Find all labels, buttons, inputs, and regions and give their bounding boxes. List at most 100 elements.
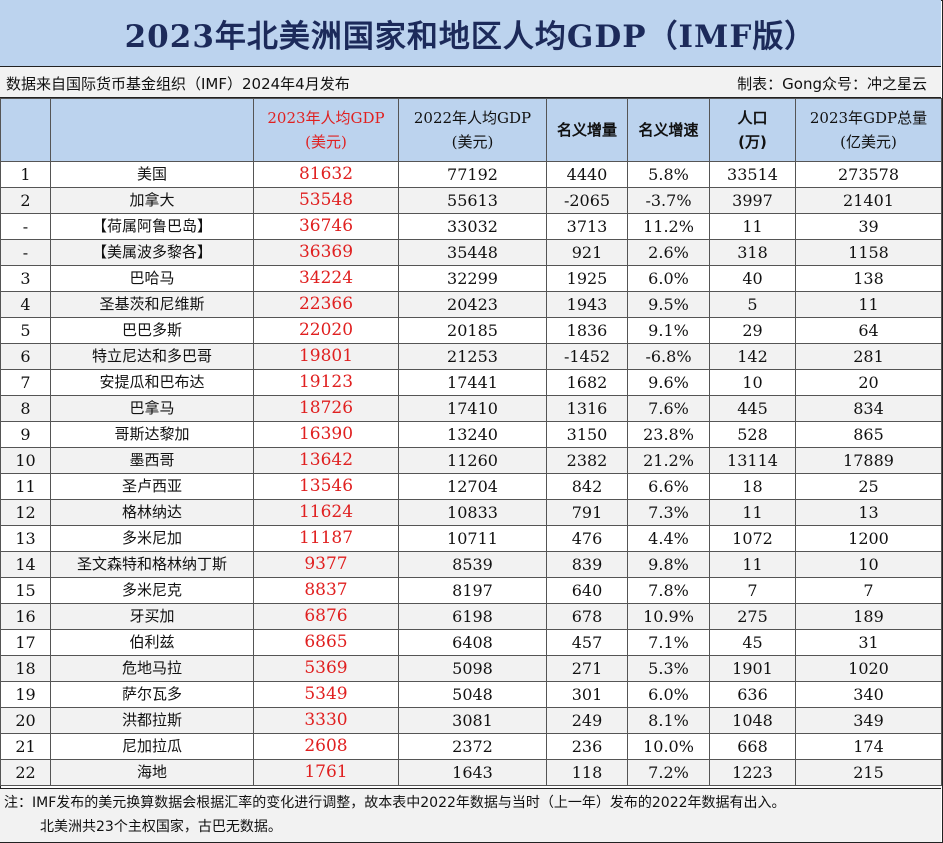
- table-row: 18 危地马拉 5369 5098 271 5.3% 1901 1020: [0, 655, 942, 682]
- cell-nominal-rate: 7.6%: [627, 395, 710, 422]
- cell-rank: -: [0, 239, 51, 266]
- cell-pc2022: 17410: [398, 395, 547, 422]
- cell-country: 巴哈马: [50, 265, 254, 292]
- cell-pc2022: 8197: [398, 577, 547, 604]
- cell-pc2022: 77192: [398, 161, 547, 188]
- cell-population: 10: [709, 369, 796, 396]
- table-row: 8 巴拿马 18726 17410 1316 7.6% 445 834: [0, 395, 942, 422]
- cell-pc2022: 12704: [398, 473, 547, 500]
- cell-country: 尼加拉瓜: [50, 733, 254, 760]
- table-row: 15 多米尼克 8837 8197 640 7.8% 7 7: [0, 577, 942, 604]
- cell-gdp-total: 349: [795, 707, 942, 734]
- cell-gdp-total: 834: [795, 395, 942, 422]
- table-row: 4 圣基茨和尼维斯 22366 20423 1943 9.5% 5 11: [0, 291, 942, 318]
- cell-population: 7: [709, 577, 796, 604]
- cell-country: 巴巴多斯: [50, 317, 254, 344]
- cell-pc2022: 5048: [398, 681, 547, 708]
- cell-population: 528: [709, 421, 796, 448]
- cell-nominal-rate: 9.5%: [627, 291, 710, 318]
- cell-rank: -: [0, 213, 51, 240]
- cell-pc2023: 53548: [253, 187, 399, 214]
- cell-pc2022: 35448: [398, 239, 547, 266]
- header-pc2023-line1: 2023年人均GDP: [267, 109, 385, 127]
- table-row: 22 海地 1761 1643 118 7.2% 1223 215: [0, 759, 942, 786]
- cell-nominal-increase: -2065: [546, 187, 628, 214]
- table-row: - 【荷属阿鲁巴岛】 36746 33032 3713 11.2% 11 39: [0, 213, 942, 240]
- table-row: 12 格林纳达 11624 10833 791 7.3% 11 13: [0, 499, 942, 526]
- cell-nominal-rate: -6.8%: [627, 343, 710, 370]
- cell-nominal-rate: 9.6%: [627, 369, 710, 396]
- source-text: 数据来自国际货币基金组织（IMF）2024年4月发布: [6, 75, 350, 93]
- cell-population: 11: [709, 213, 796, 240]
- footnote: 注：IMF发布的美元换算数据会根据汇率的变化进行调整，故本表中2022年数据与当…: [0, 788, 941, 842]
- cell-nominal-increase: 249: [546, 707, 628, 734]
- cell-rank: 14: [0, 551, 51, 578]
- cell-pc2023: 5349: [253, 681, 399, 708]
- cell-rank: 12: [0, 499, 51, 526]
- cell-country: 多米尼加: [50, 525, 254, 552]
- cell-nominal-increase: 118: [546, 759, 628, 786]
- header-pc2022: 2022年人均GDP (美元): [398, 98, 547, 162]
- cell-population: 29: [709, 317, 796, 344]
- cell-population: 1901: [709, 655, 796, 682]
- cell-pc2022: 10833: [398, 499, 547, 526]
- cell-pc2023: 2608: [253, 733, 399, 760]
- cell-nominal-increase: 236: [546, 733, 628, 760]
- cell-pc2022: 8539: [398, 551, 547, 578]
- table-row: 9 哥斯达黎加 16390 13240 3150 23.8% 528 865: [0, 421, 942, 448]
- cell-pc2023: 36369: [253, 239, 399, 266]
- cell-pc2023: 13546: [253, 473, 399, 500]
- cell-gdp-total: 174: [795, 733, 942, 760]
- page-title: 2023年北美洲国家和地区人均GDP（IMF版）: [0, 0, 941, 67]
- cell-population: 445: [709, 395, 796, 422]
- cell-nominal-rate: 10.0%: [627, 733, 710, 760]
- cell-population: 1048: [709, 707, 796, 734]
- cell-gdp-total: 215: [795, 759, 942, 786]
- cell-country: 圣卢西亚: [50, 473, 254, 500]
- cell-population: 11: [709, 551, 796, 578]
- cell-pc2023: 1761: [253, 759, 399, 786]
- cell-gdp-total: 31: [795, 629, 942, 656]
- cell-country: 洪都拉斯: [50, 707, 254, 734]
- maker-text: 制表：Gong众号：冲之星云: [737, 75, 927, 93]
- info-bar: 数据来自国际货币基金组织（IMF）2024年4月发布 制表：Gong众号：冲之星…: [0, 67, 941, 98]
- cell-pc2023: 5369: [253, 655, 399, 682]
- cell-gdp-total: 865: [795, 421, 942, 448]
- cell-pc2022: 32299: [398, 265, 547, 292]
- cell-country: 【荷属阿鲁巴岛】: [50, 213, 254, 240]
- cell-pc2023: 36746: [253, 213, 399, 240]
- header-rank: [0, 98, 51, 162]
- cell-nominal-increase: 3713: [546, 213, 628, 240]
- cell-nominal-rate: 2.6%: [627, 239, 710, 266]
- table-row: 21 尼加拉瓜 2608 2372 236 10.0% 668 174: [0, 733, 942, 760]
- cell-gdp-total: 273578: [795, 161, 942, 188]
- cell-pc2023: 13642: [253, 447, 399, 474]
- cell-pc2023: 11187: [253, 525, 399, 552]
- cell-nominal-increase: 1682: [546, 369, 628, 396]
- cell-population: 13114: [709, 447, 796, 474]
- cell-nominal-rate: 7.1%: [627, 629, 710, 656]
- cell-nominal-increase: 839: [546, 551, 628, 578]
- table-row: 14 圣文森特和格林纳丁斯 9377 8539 839 9.8% 11 10: [0, 551, 942, 578]
- cell-gdp-total: 10: [795, 551, 942, 578]
- cell-nominal-rate: 7.8%: [627, 577, 710, 604]
- cell-population: 636: [709, 681, 796, 708]
- cell-nominal-increase: 678: [546, 603, 628, 630]
- cell-pc2023: 8837: [253, 577, 399, 604]
- cell-pc2022: 33032: [398, 213, 547, 240]
- table-row: 19 萨尔瓦多 5349 5048 301 6.0% 636 340: [0, 681, 942, 708]
- cell-rank: 13: [0, 525, 51, 552]
- cell-population: 1072: [709, 525, 796, 552]
- cell-population: 11: [709, 499, 796, 526]
- cell-nominal-rate: 5.8%: [627, 161, 710, 188]
- cell-nominal-increase: 271: [546, 655, 628, 682]
- cell-nominal-rate: 4.4%: [627, 525, 710, 552]
- header-pc2022-line2: (美元): [451, 133, 494, 151]
- cell-rank: 17: [0, 629, 51, 656]
- header-gdp-line1: 2023年GDP总量: [809, 109, 928, 127]
- cell-country: 圣文森特和格林纳丁斯: [50, 551, 254, 578]
- cell-country: 萨尔瓦多: [50, 681, 254, 708]
- cell-population: 142: [709, 343, 796, 370]
- cell-pc2023: 11624: [253, 499, 399, 526]
- cell-rank: 7: [0, 369, 51, 396]
